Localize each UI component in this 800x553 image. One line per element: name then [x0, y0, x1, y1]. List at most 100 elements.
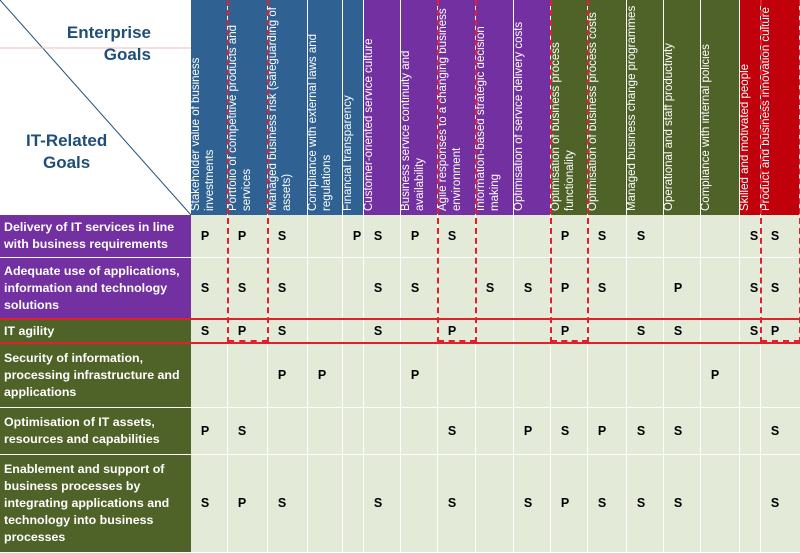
column-header-label: Optimisation of service delivery costs: [514, 21, 525, 211]
column-separator: [663, 215, 664, 553]
column-header-14: Operational and staff productivity: [664, 0, 701, 215]
matrix-cell: S: [237, 423, 247, 438]
matrix-cell: S: [447, 228, 457, 243]
matrix-cell: S: [200, 496, 210, 510]
matrix-cell: S: [277, 496, 287, 510]
column-header-label: Optimisation of business process costs: [588, 12, 599, 211]
matrix-cell: S: [373, 228, 383, 243]
column-highlight-dash: [587, 0, 589, 343]
column-header-6: Customer-oriented service culture: [364, 0, 401, 215]
matrix-cell: S: [597, 228, 607, 243]
column-header-3: Managed business risk (safeguarding of a…: [268, 0, 308, 215]
column-separator: [475, 215, 476, 553]
column-separator: [587, 215, 588, 553]
matrix-cell: P: [597, 423, 607, 438]
column-highlight-dash: [760, 0, 762, 343]
row-cells-3: [191, 319, 800, 344]
enterprise-goals-line2: Goals: [103, 45, 151, 64]
column-separator: [267, 215, 268, 553]
matrix-cell: S: [597, 280, 607, 295]
column-highlight-dash: [267, 0, 269, 343]
matrix-cell: S: [447, 423, 457, 438]
column-highlight-dash-bottom: [438, 340, 476, 342]
it-goals-line1: IT-Related: [26, 131, 108, 150]
matrix-cell: S: [277, 228, 287, 243]
row-label-4: Security of information, processing infr…: [0, 344, 191, 408]
column-highlight-dash-bottom: [551, 340, 588, 342]
matrix-cell: S: [636, 323, 646, 338]
matrix-cell: P: [770, 323, 780, 338]
column-header-label: Stakeholder value of business investment…: [191, 57, 216, 211]
matrix-cell: S: [636, 496, 646, 510]
enterprise-goals-line1: Enterprise: [66, 23, 151, 42]
matrix-cell: S: [200, 323, 210, 338]
column-separator: [760, 215, 761, 553]
column-highlight-dash: [475, 0, 477, 343]
column-header-label: Managed business change programmes: [627, 5, 638, 211]
row-cells-6: [191, 455, 800, 553]
matrix-cell: S: [523, 280, 533, 295]
column-separator: [400, 215, 401, 553]
matrix-cell: S: [636, 423, 646, 438]
matrix-cell: S: [673, 423, 683, 438]
matrix-cell: P: [410, 368, 420, 382]
matrix-cell: S: [373, 280, 383, 295]
column-highlight-dash: [437, 0, 439, 343]
row-label-6: Enablement and support of business proce…: [0, 455, 191, 553]
column-separator: [700, 215, 701, 553]
column-header-15: Compliance with internal policies: [701, 0, 740, 215]
matrix-cell: S: [200, 280, 210, 295]
row-label-2: Adequate use of applications, informatio…: [0, 258, 191, 319]
matrix-cell: S: [770, 496, 780, 510]
matrix-cell: S: [770, 423, 780, 438]
row-label-1: Delivery of IT services in line with bus…: [0, 215, 191, 258]
column-header-label: Optimisation of business process functio…: [551, 42, 576, 211]
matrix-cell: P: [200, 423, 210, 438]
corner-diagonal: [0, 0, 191, 215]
matrix-cell: P: [560, 323, 570, 338]
matrix-cell: P: [237, 228, 247, 243]
matrix-cell: P: [237, 323, 247, 338]
row-cells-5: [191, 408, 800, 455]
matrix-cell: S: [373, 496, 383, 510]
column-separator: [626, 215, 627, 553]
matrix-cell: S: [749, 323, 759, 338]
matrix-cell: S: [523, 496, 533, 510]
it-agility-highlight-line: [0, 318, 800, 320]
column-header-label: Agile responses to a changing business e…: [438, 8, 463, 211]
row-label-3: IT agility: [0, 319, 191, 344]
column-separator: [513, 215, 514, 553]
matrix-cell: S: [749, 280, 759, 295]
matrix-cell: P: [447, 323, 457, 338]
column-header-11: Optimisation of business process functio…: [551, 0, 588, 215]
matrix-cell: S: [673, 496, 683, 510]
column-header-label: Information-based strategic decision mak…: [476, 26, 501, 211]
column-separator: [342, 215, 343, 553]
column-header-label: Compliance with external laws and regula…: [308, 33, 333, 211]
matrix-cell: S: [373, 323, 383, 338]
matrix-corner: Enterprise Goals IT-Related Goals: [0, 0, 191, 215]
matrix-cell: S: [485, 280, 495, 295]
matrix-cell: S: [770, 228, 780, 243]
column-header-17: Product and business innovation culture: [761, 0, 800, 215]
matrix-cell: S: [673, 323, 683, 338]
matrix-cell: P: [200, 228, 210, 243]
matrix-cell: P: [352, 228, 362, 243]
column-highlight-dash-bottom: [761, 340, 800, 342]
column-highlight-dash: [227, 0, 229, 343]
column-header-label: Compliance with internal policies: [701, 44, 712, 211]
it-agility-highlight-line: [0, 342, 800, 344]
matrix-cell: S: [636, 228, 646, 243]
matrix-cell: P: [560, 280, 570, 295]
matrix-cell: S: [237, 280, 247, 295]
matrix-cell: S: [410, 280, 420, 295]
row-cells-1: [191, 215, 800, 258]
matrix-cell: P: [277, 368, 287, 382]
column-header-label: Managed business risk (safeguarding of a…: [268, 7, 293, 211]
column-header-12: Optimisation of business process costs: [588, 0, 627, 215]
matrix-cell: S: [770, 280, 780, 295]
column-header-label: Product and business innovation culture: [761, 7, 772, 211]
row-cells-2: [191, 258, 800, 319]
matrix-cell: P: [237, 496, 247, 510]
